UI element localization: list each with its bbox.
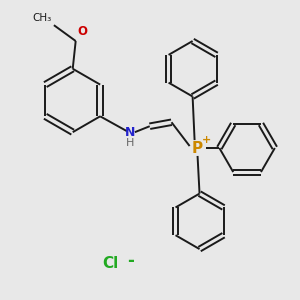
Text: O: O [78,25,88,38]
Text: H: H [126,138,134,148]
Text: N: N [125,126,135,139]
Text: P: P [192,140,203,155]
Text: -: - [127,252,134,270]
Text: +: + [202,135,211,145]
Text: CH₃: CH₃ [33,13,52,23]
Text: Cl: Cl [102,256,119,272]
